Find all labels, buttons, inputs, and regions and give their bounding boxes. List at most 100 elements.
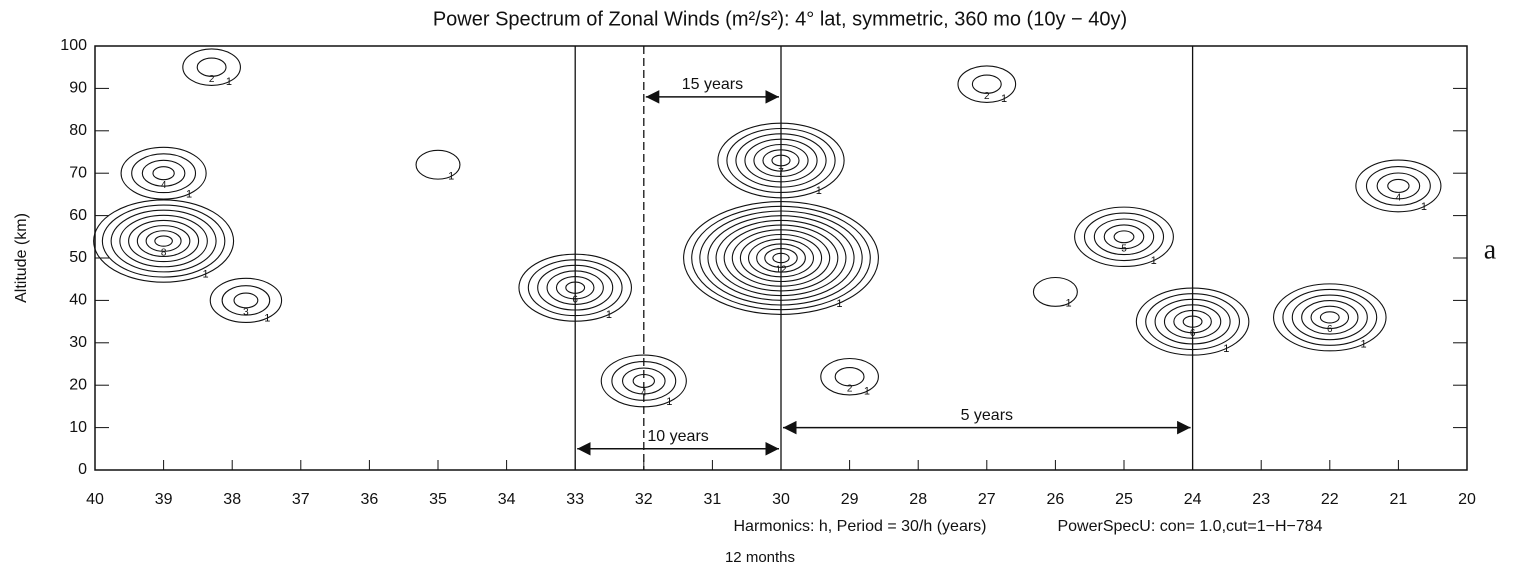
contour-line [1291, 294, 1368, 341]
contour-line [683, 201, 879, 315]
contour-label: 1 [226, 76, 232, 88]
x-tick-label: 23 [1252, 491, 1270, 508]
contour-line [196, 57, 227, 77]
contour-line [1145, 293, 1241, 351]
contour-line [136, 225, 191, 258]
contour-line [771, 154, 791, 167]
contour-line [1074, 206, 1174, 268]
span-label: 5 years [961, 407, 1013, 424]
x-tick-label: 25 [1115, 491, 1133, 508]
contour-line [1310, 305, 1350, 330]
contour-line [141, 159, 186, 187]
contour-line [957, 65, 1017, 103]
contour-line [110, 209, 217, 273]
contour-line [971, 74, 1002, 94]
x-tick-label: 39 [155, 491, 173, 508]
y-tick-label: 90 [69, 80, 87, 97]
contour-line [1083, 212, 1165, 262]
contour-label: 1 [186, 188, 192, 200]
contour-label: 1 [264, 312, 270, 324]
contour-line [565, 281, 586, 294]
contour-label: 2 [847, 383, 853, 394]
contour-line [93, 199, 235, 283]
x-tick-label: 24 [1184, 491, 1202, 508]
contour-line [145, 230, 182, 252]
contour-line [834, 367, 865, 387]
x-tick-label: 36 [361, 491, 379, 508]
contour-line [1182, 315, 1203, 328]
contour-line [1135, 287, 1250, 356]
contour-line [753, 143, 809, 178]
contour-line [621, 367, 666, 395]
contour-label: 6 [1327, 324, 1333, 335]
contour-label: 4 [1396, 193, 1402, 204]
contour-line [1032, 276, 1078, 307]
contour-line [1376, 172, 1421, 200]
contour-line [1301, 300, 1359, 335]
x-tick-label: 37 [292, 491, 310, 508]
x-tick-label: 40 [86, 491, 104, 508]
contour-line [119, 214, 208, 268]
y-tick-label: 100 [60, 37, 87, 54]
contour-line [762, 149, 800, 172]
contour-line [1154, 298, 1231, 345]
span-label: 10 years [647, 428, 708, 445]
contour-line [699, 210, 863, 306]
contour-line [1387, 178, 1410, 193]
contour-label: 3 [243, 307, 249, 318]
y-tick-label: 50 [69, 249, 87, 266]
contour-label: 1 [606, 309, 612, 321]
contour-line [1173, 309, 1212, 334]
contour-line [715, 219, 847, 297]
contour-line [707, 215, 855, 301]
contour-label: 1 [1066, 298, 1072, 310]
contour-label: 12 [775, 265, 787, 276]
x-tick-label: 29 [841, 491, 859, 508]
contour-line [221, 285, 271, 316]
contour-line [154, 235, 173, 247]
contour-line [518, 253, 633, 322]
x-tick-label: 32 [635, 491, 653, 508]
contour-line [1093, 218, 1155, 256]
contour-line [209, 277, 283, 323]
sublabel: 12 months [725, 549, 795, 566]
contour-line [691, 205, 871, 311]
x-tick-label: 33 [566, 491, 584, 508]
contour-label: 1 [864, 386, 870, 398]
contour-label: 5 [1121, 243, 1127, 254]
y-tick-label: 30 [69, 334, 87, 351]
contour-label: 1 [203, 269, 209, 281]
contour-label: 7 [778, 167, 784, 178]
span-label: 15 years [682, 76, 743, 93]
contour-label: 1 [1001, 93, 1007, 105]
contour-label: 6 [1190, 328, 1196, 339]
x-tick-label: 31 [704, 491, 722, 508]
contour-label: 1 [1360, 339, 1366, 351]
contour-line [415, 149, 461, 180]
contour-line [731, 229, 831, 287]
y-axis-label: Altitude (km) [13, 213, 30, 303]
x-tick-label: 38 [223, 491, 241, 508]
contour-label: 6 [572, 294, 578, 305]
contour-label: 4 [161, 180, 167, 191]
contour-line [546, 270, 604, 305]
note: PowerSpecU: con= 1.0,cut=1−H−784 [1057, 518, 1322, 535]
contour-label: 4 [641, 388, 647, 399]
contour-line [555, 275, 595, 300]
x-tick-label: 35 [429, 491, 447, 508]
contour-line [1103, 224, 1145, 250]
y-tick-label: 70 [69, 164, 87, 181]
contour-label: 1 [1151, 255, 1157, 267]
x-tick-label: 22 [1321, 491, 1339, 508]
x-tick-label: 21 [1390, 491, 1408, 508]
contour-line [600, 354, 687, 408]
contour-line [182, 48, 241, 86]
contour-line [726, 127, 836, 194]
contour-line [1282, 288, 1378, 346]
contour-line [1365, 165, 1431, 206]
y-tick-label: 80 [69, 122, 87, 139]
contour-line [632, 373, 655, 388]
y-tick-label: 20 [69, 376, 87, 393]
contour-line [233, 292, 259, 309]
contour-label: 1 [448, 170, 454, 182]
